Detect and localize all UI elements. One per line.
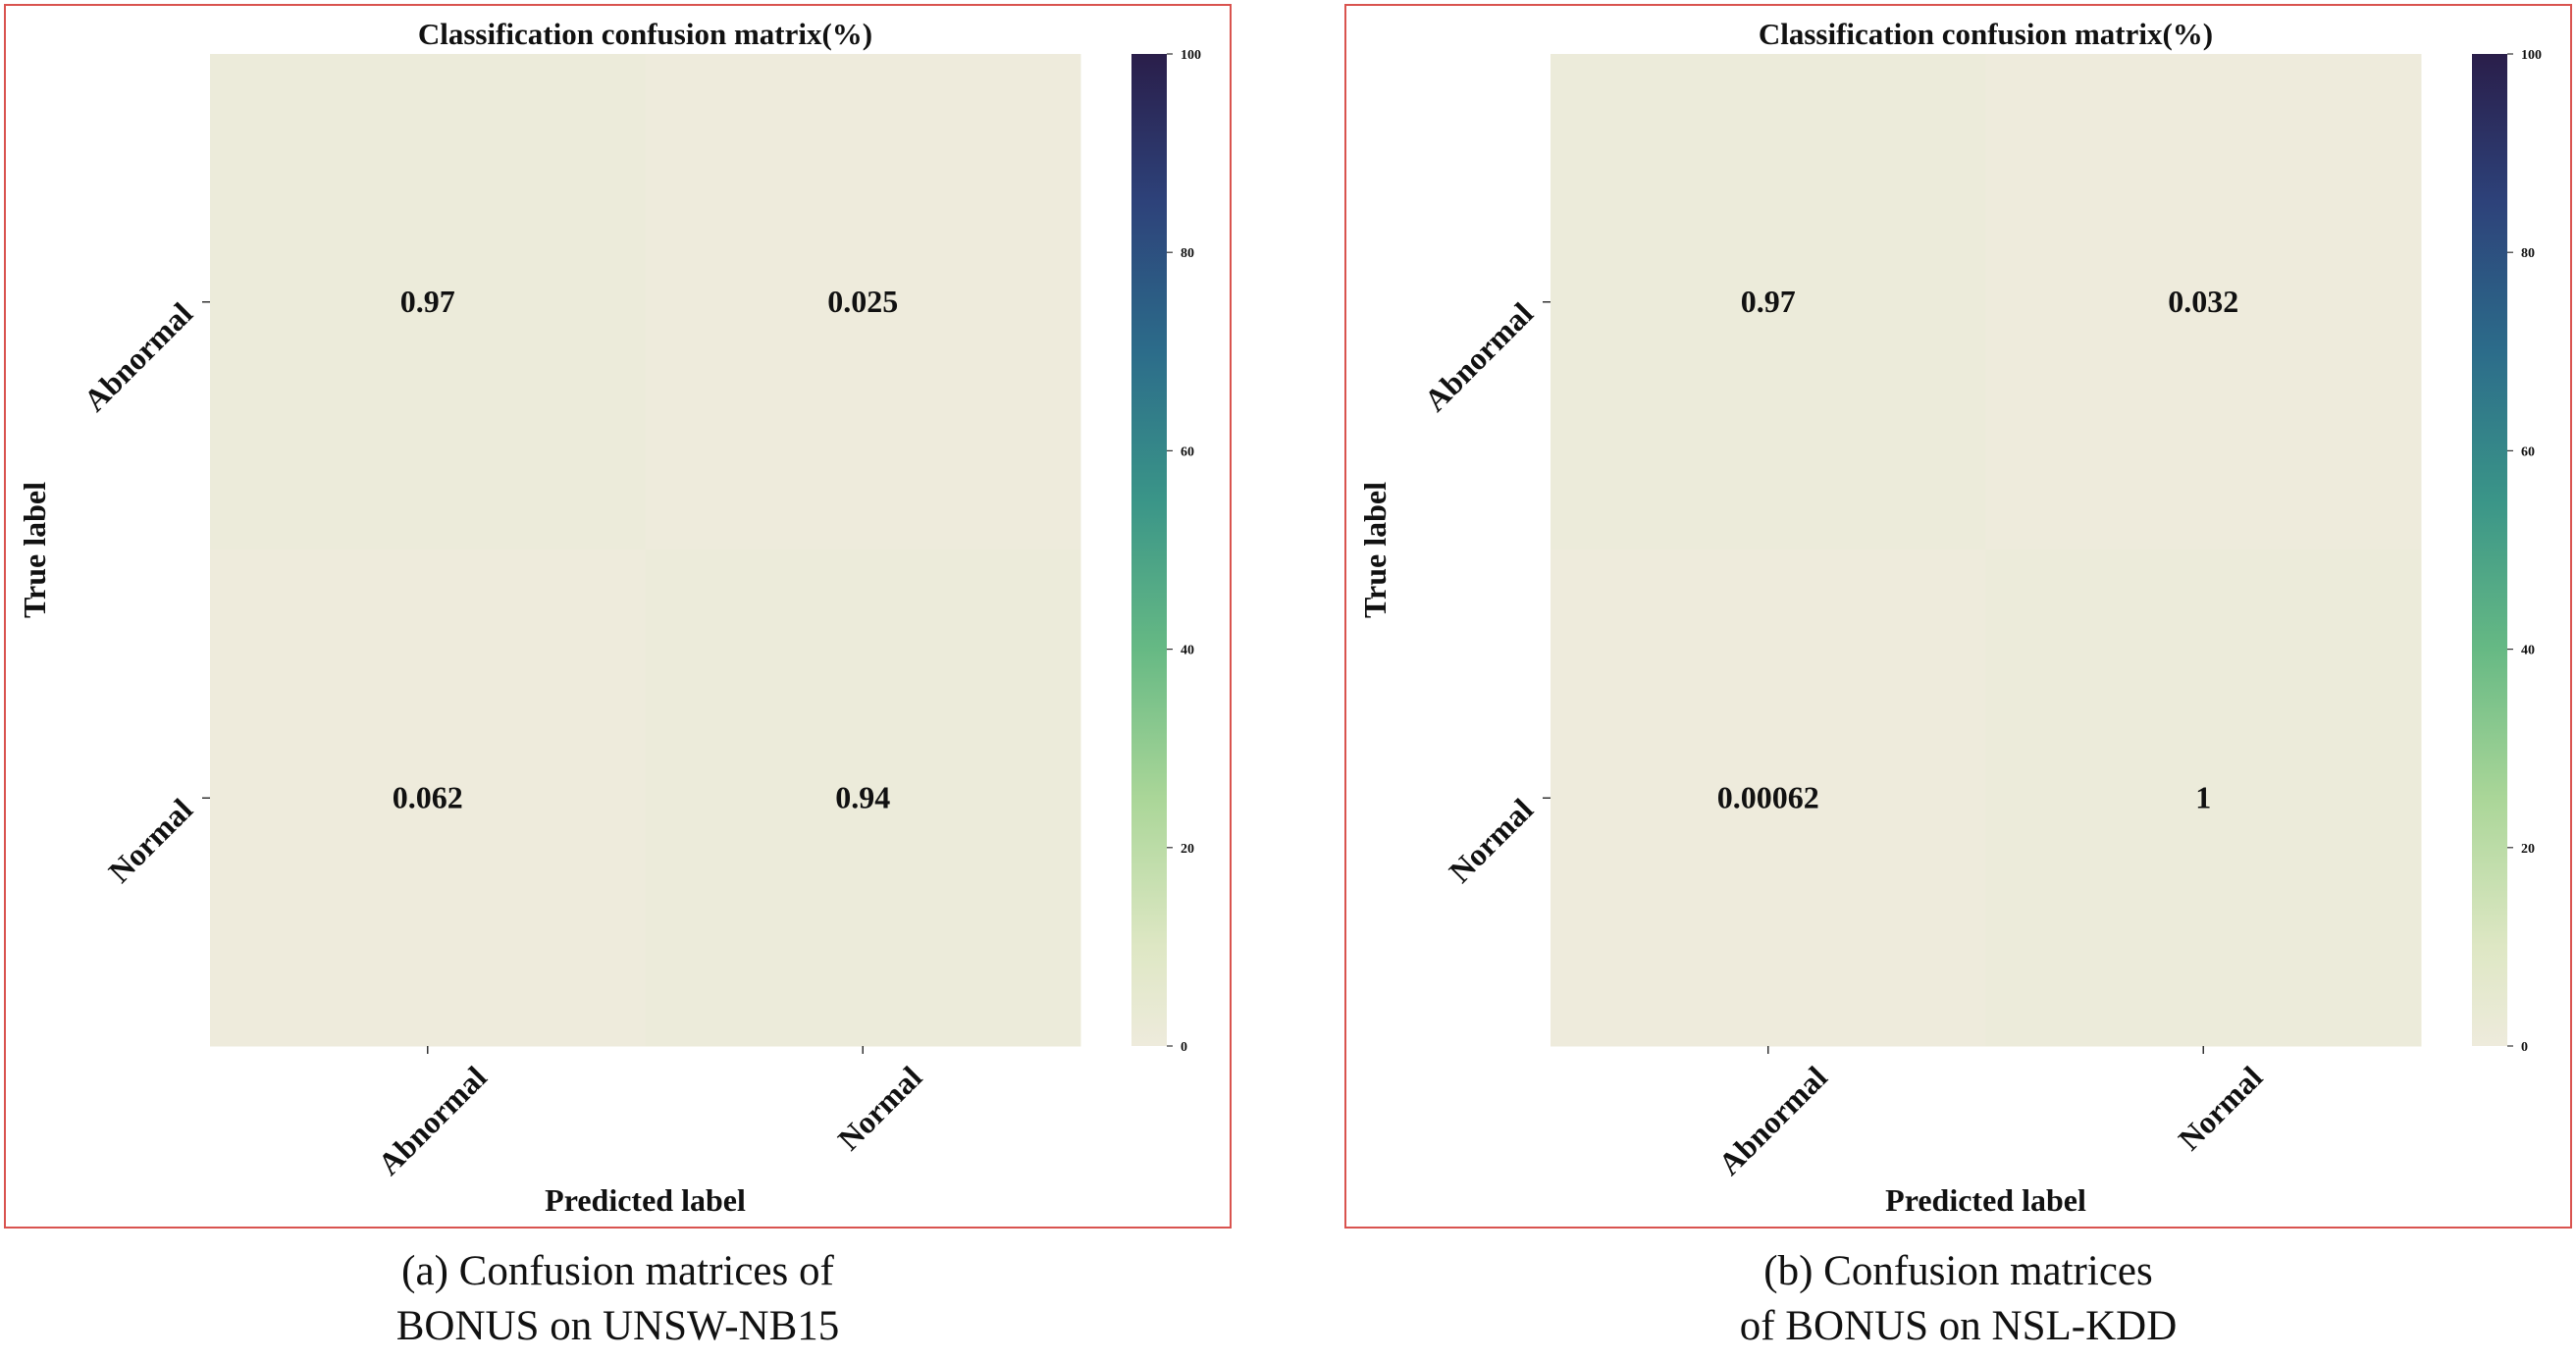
y-tick-label: Abnormal xyxy=(1417,295,1540,418)
caption-b-line1: (b) Confusion matrices xyxy=(1344,1244,2572,1299)
y-axis-label: True label xyxy=(1357,482,1393,618)
heatmap-cell xyxy=(210,54,646,550)
caption-b: (b) Confusion matrices of BONUS on NSL-K… xyxy=(1344,1244,2572,1354)
caption-a-tag: (a) xyxy=(401,1248,448,1294)
y-tick-label: Normal xyxy=(1442,792,1540,890)
colorbar-tick-label: 100 xyxy=(2521,48,2542,63)
chart-title: Classification confusion matrix(%) xyxy=(1759,17,2213,51)
heatmap-cell xyxy=(1985,54,2422,550)
chart-title: Classification confusion matrix(%) xyxy=(418,17,872,51)
y-axis-label: True label xyxy=(17,482,52,618)
cell-label: 0.97 xyxy=(400,284,455,319)
caption-a-text1: Confusion matrices of xyxy=(458,1248,834,1294)
figure-panel-b: Classification confusion matrix(%) 0.97 0.… xyxy=(1344,4,2572,1229)
x-tick-label: Normal xyxy=(2172,1059,2270,1157)
x-tick-label: Abnormal xyxy=(371,1059,494,1181)
y-tick-label: Abnormal xyxy=(77,295,199,418)
colorbar-tick-label: 100 xyxy=(1181,48,1201,63)
colorbar-tick-label: 20 xyxy=(2521,842,2535,857)
caption-b-tag: (b) xyxy=(1763,1248,1814,1294)
heatmap-cell xyxy=(210,549,646,1047)
x-tick-label: Normal xyxy=(831,1059,929,1157)
confusion-matrix-chart-a: Classification confusion matrix(%) 0.97 0.… xyxy=(17,17,1201,1218)
caption-a-line1: (a) Confusion matrices of xyxy=(4,1244,1232,1299)
colorbar-tick-label: 40 xyxy=(2521,644,2535,658)
heatmap-cell xyxy=(645,54,1081,550)
figure-panel-a: Classification confusion matrix(%) 0.97 0.… xyxy=(4,4,1232,1229)
cell-label: 0.00062 xyxy=(1717,779,1819,814)
colorbar-tick-label: 0 xyxy=(1181,1040,1187,1055)
heatmap-cell xyxy=(1551,549,1986,1047)
heatmap-cell xyxy=(1985,549,2422,1047)
cell-label: 0.97 xyxy=(1741,284,1796,319)
y-tick-label: Normal xyxy=(101,792,199,890)
x-tick-label: Abnormal xyxy=(1711,1059,1834,1181)
colorbar-tick-label: 60 xyxy=(1181,445,1194,459)
cell-label: 0.025 xyxy=(827,284,898,319)
colorbar-tick-label: 60 xyxy=(2521,445,2535,459)
x-axis-label: Predicted label xyxy=(545,1182,746,1218)
colorbar-tick-label: 20 xyxy=(1181,842,1194,857)
x-axis-label: Predicted label xyxy=(1885,1182,2086,1218)
colorbar-tick-label: 0 xyxy=(2521,1040,2528,1055)
cell-label: 0.062 xyxy=(393,779,463,814)
colorbar-tick-label: 40 xyxy=(1181,644,1194,658)
caption-a-line2: BONUS on UNSW-NB15 xyxy=(395,1303,840,1349)
colorbar xyxy=(2472,54,2507,1046)
caption-b-line2: of BONUS on NSL-KDD xyxy=(1739,1303,2178,1349)
cell-label: 0.032 xyxy=(2168,284,2238,319)
cell-label: 0.94 xyxy=(835,779,890,814)
caption-a: (a) Confusion matrices of BONUS on UNSW-… xyxy=(4,1244,1232,1354)
heatmap-cell xyxy=(1551,54,1986,550)
colorbar-tick-label: 80 xyxy=(2521,246,2535,261)
colorbar xyxy=(1131,54,1167,1046)
heatmap-cell xyxy=(645,549,1081,1047)
caption-b-text1: Confusion matrices xyxy=(1823,1248,2153,1294)
cell-label: 1 xyxy=(2195,779,2211,814)
colorbar-tick-label: 80 xyxy=(1181,246,1194,261)
confusion-matrix-chart-b: Classification confusion matrix(%) 0.97 0.… xyxy=(1357,17,2542,1218)
